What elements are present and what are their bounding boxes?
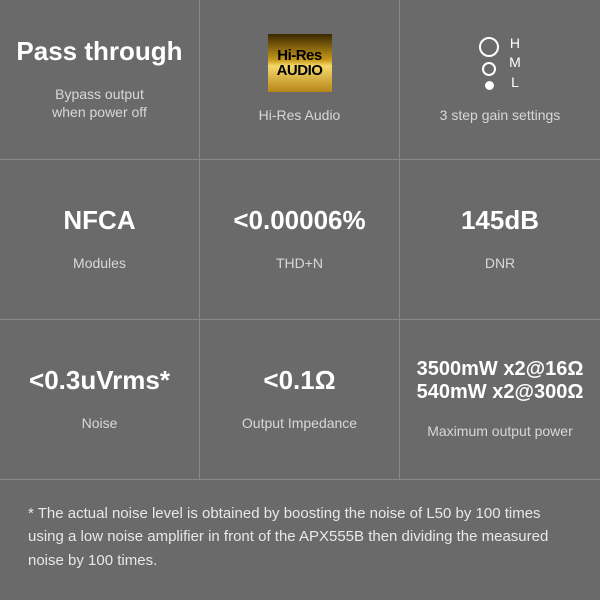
- feature-subtitle: Noise: [82, 414, 118, 433]
- feature-title: <0.1Ω: [263, 366, 335, 396]
- feature-subtitle: Modules: [73, 254, 126, 273]
- hires-audio-icon: Hi-ResAUDIO: [268, 34, 332, 92]
- feature-cell-4: <0.00006% THD+N: [200, 160, 400, 320]
- footnote: * The actual noise level is obtained by …: [0, 480, 600, 572]
- feature-cell-5: 145dB DNR: [400, 160, 600, 320]
- feature-cell-0: Pass through Bypass outputwhen power off: [0, 0, 200, 160]
- feature-title: Pass through: [16, 37, 182, 67]
- feature-cell-1: Hi-ResAUDIO Hi-Res Audio: [200, 0, 400, 160]
- feature-subtitle: Bypass outputwhen power off: [52, 85, 147, 123]
- feature-cell-7: <0.1Ω Output Impedance: [200, 320, 400, 480]
- feature-cell-3: NFCA Modules: [0, 160, 200, 320]
- feature-subtitle: Output Impedance: [242, 414, 357, 433]
- feature-subtitle: 3 step gain settings: [440, 106, 561, 125]
- feature-cell-8: 3500mW x2@16Ω540mW x2@300Ω Maximum output…: [400, 320, 600, 480]
- feature-title: 3500mW x2@16Ω540mW x2@300Ω: [417, 358, 584, 404]
- feature-subtitle: THD+N: [276, 254, 323, 273]
- feature-subtitle: Maximum output power: [427, 422, 573, 441]
- feature-title: <0.00006%: [233, 206, 365, 236]
- feature-title: 145dB: [461, 206, 539, 236]
- feature-grid: Pass through Bypass outputwhen power off H…: [0, 0, 600, 480]
- feature-title: NFCA: [63, 206, 135, 236]
- gain-steps-icon: HML: [479, 34, 521, 92]
- feature-title: <0.3uVrms*: [29, 366, 170, 396]
- feature-subtitle: Hi-Res Audio: [259, 106, 341, 125]
- feature-cell-6: <0.3uVrms* Noise: [0, 320, 200, 480]
- feature-subtitle: DNR: [485, 254, 515, 273]
- feature-cell-2: HML 3 step gain settings: [400, 0, 600, 160]
